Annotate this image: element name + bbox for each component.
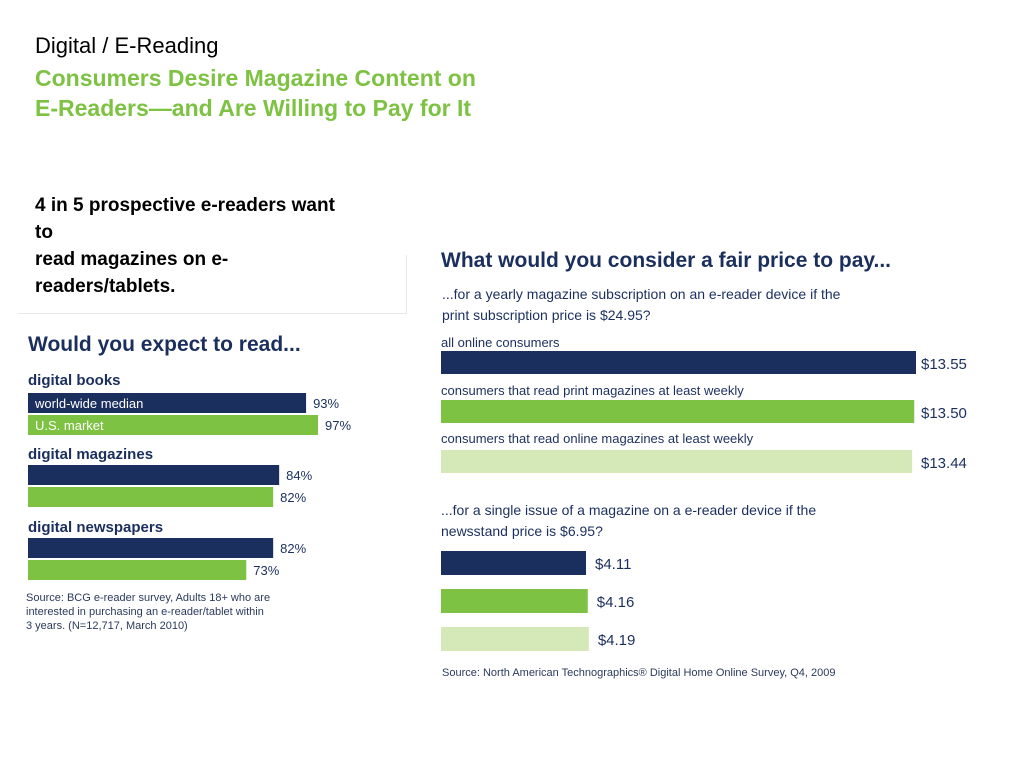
left-chart-source: Source: BCG e-reader survey, Adults 18+ …	[26, 591, 326, 633]
source-line: Source: BCG e-reader survey, Adults 18+ …	[26, 592, 271, 604]
question-line: print subscription price is $24.95?	[442, 307, 651, 323]
subscription-bar-1	[441, 400, 915, 423]
bar-world-wide-0	[28, 393, 307, 413]
single-issue-bar-1	[441, 589, 588, 613]
data-label: 82%	[280, 541, 306, 556]
lead-line: readers/tablets.	[35, 276, 176, 297]
lead-frame	[18, 255, 407, 314]
data-label: 82%	[280, 490, 306, 505]
bar-world-wide-1	[28, 465, 280, 485]
price-label: $4.11	[595, 556, 631, 573]
group-label-books: digital books	[28, 372, 121, 389]
series-label-1: U.S. market	[35, 418, 104, 433]
slide-lead: 4 in 5 prospective e-readers want to rea…	[35, 192, 405, 300]
single-issue-bar-2	[441, 627, 589, 651]
data-label: 97%	[325, 418, 351, 433]
source-line: interested in purchasing an e-reader/tab…	[26, 606, 264, 618]
price-label: $13.50	[921, 405, 967, 422]
category-label: consumers that read online magazines at …	[441, 431, 754, 446]
left-chart-title: Would you expect to read...	[28, 333, 301, 356]
series-label-0: world-wide median	[34, 396, 143, 411]
slide-kicker: Digital / E-Reading	[35, 33, 219, 58]
bar-us-0	[28, 415, 319, 435]
left-chart-bars: 93% world-wide median 84% 82% 97% U.S. market…	[28, 393, 351, 580]
right-chart-source: Source: North American Technographics® D…	[442, 667, 836, 679]
single-issue-question: ...for a single issue of a magazine on a…	[441, 500, 921, 542]
right-chart-title: What would you consider a fair price to …	[441, 249, 892, 272]
group-label-magazines: digital magazines	[28, 446, 154, 463]
price-label: $13.44	[921, 455, 967, 472]
lead-line: to	[35, 222, 53, 243]
slide-title-line-2: E-Readers—and Are Willing to Pay for It	[35, 95, 472, 121]
price-label: $13.55	[921, 356, 967, 373]
category-label: consumers that read print magazines at l…	[441, 383, 744, 398]
question-line: newsstand price is $6.95?	[441, 523, 603, 539]
data-label: 73%	[253, 563, 279, 578]
category-label: all online consumers	[441, 335, 560, 350]
price-label: $4.16	[597, 594, 635, 611]
subscription-bar-0	[441, 351, 916, 374]
question-line: ...for a yearly magazine subscription on…	[442, 286, 841, 302]
bar-us-2	[28, 560, 247, 580]
bar-world-wide-2	[28, 538, 274, 558]
source-line: 3 years. (N=12,717, March 2010)	[26, 620, 188, 632]
right-chart-bars: $13.55 $13.50 $13.44 $4.11 $4.16 $4.19	[441, 351, 967, 651]
single-issue-bar-0	[441, 551, 586, 575]
question-line: ...for a single issue of a magazine on a…	[441, 502, 817, 518]
bar-us-1	[28, 487, 274, 507]
lead-line: read magazines on e-	[35, 249, 229, 270]
subscription-question: ...for a yearly magazine subscription on…	[442, 284, 962, 326]
slide-title: Consumers Desire Magazine Content on E-R…	[35, 63, 555, 123]
price-label: $4.19	[598, 632, 636, 649]
subscription-bar-2	[441, 450, 913, 473]
slide-title-line-1: Consumers Desire Magazine Content on	[35, 65, 476, 91]
data-label: 84%	[286, 468, 312, 483]
data-label: 93%	[313, 396, 339, 411]
group-label-newspapers: digital newspapers	[28, 519, 164, 536]
lead-line: 4 in 5 prospective e-readers want	[35, 195, 335, 216]
